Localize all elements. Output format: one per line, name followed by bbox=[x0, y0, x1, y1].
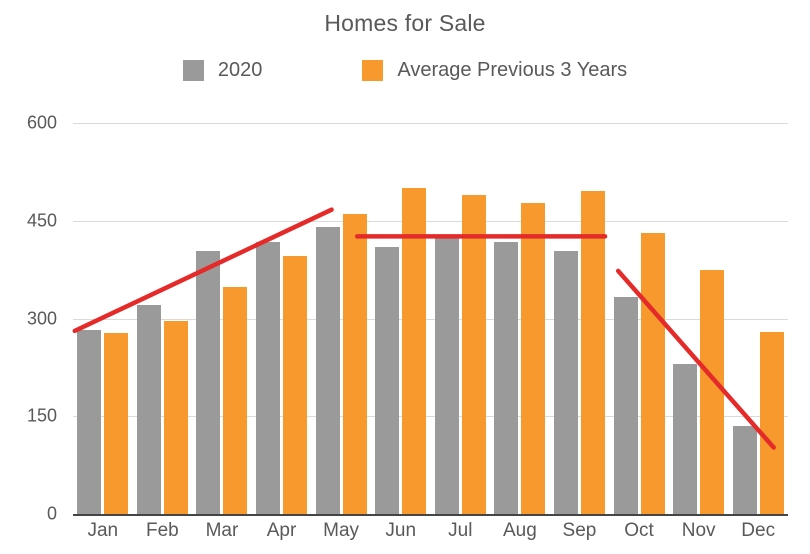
bar-average-previous-3-years-aug bbox=[521, 203, 546, 514]
gridline bbox=[73, 220, 788, 222]
x-tick-label-aug: Aug bbox=[502, 520, 537, 541]
x-tick-label-oct: Oct bbox=[624, 520, 654, 541]
bar-average-previous-3-years-feb bbox=[163, 321, 188, 514]
legend-item-average-previous-3-years: Average Previous 3 Years bbox=[362, 59, 627, 82]
trend-line bbox=[615, 268, 776, 450]
bar-average-previous-3-years-jul bbox=[461, 194, 486, 514]
bar-2020-aug bbox=[494, 241, 519, 514]
bar-2020-apr bbox=[256, 242, 281, 514]
bar-average-previous-3-years-may bbox=[342, 214, 367, 514]
bar-2020-nov bbox=[673, 364, 698, 514]
x-axis-labels: Jan Feb Mar Apr May Jun Jul Aug Sep Oct Nov Dec bbox=[73, 520, 788, 548]
y-tick-label: 150 bbox=[26, 405, 57, 426]
bar-average-previous-3-years-oct bbox=[640, 233, 665, 514]
x-tick-label-jul: Jul bbox=[448, 520, 473, 541]
trend-line bbox=[72, 207, 334, 334]
bar-2020-dec bbox=[732, 426, 757, 514]
legend-swatch bbox=[362, 60, 384, 81]
bar-2020-jun bbox=[375, 246, 400, 514]
bar-2020-sep bbox=[553, 250, 578, 514]
bar-average-previous-3-years-dec bbox=[759, 332, 784, 514]
chart-title: Homes for Sale bbox=[324, 10, 486, 36]
bar-2020-jul bbox=[434, 238, 459, 514]
bar-average-previous-3-years-mar bbox=[223, 286, 248, 514]
legend-label: 2020 bbox=[217, 59, 263, 81]
x-tick-label-jun: Jun bbox=[385, 520, 417, 541]
bar-average-previous-3-years-sep bbox=[580, 190, 605, 514]
legend-swatch bbox=[182, 60, 204, 81]
legend-item-2020: 2020 bbox=[182, 59, 263, 82]
legend-label: Average Previous 3 Years bbox=[397, 59, 628, 81]
gridline bbox=[73, 123, 788, 124]
bar-2020-jan bbox=[77, 329, 102, 514]
x-tick-label-may: May bbox=[323, 520, 360, 541]
x-tick-label-sep: Sep bbox=[562, 520, 597, 541]
y-tick-label: 300 bbox=[26, 308, 57, 328]
gridline bbox=[73, 318, 788, 320]
y-tick-label: 600 bbox=[26, 112, 57, 133]
bar-2020-feb bbox=[136, 304, 161, 514]
x-tick-label-feb: Feb bbox=[145, 520, 179, 541]
y-axis-labels: 0 150 300 450 600 bbox=[0, 113, 57, 524]
bar-average-previous-3-years-jun bbox=[402, 188, 427, 514]
y-tick-label: 0 bbox=[46, 503, 57, 524]
bar-average-previous-3-years-jan bbox=[104, 332, 129, 514]
x-tick-label-apr: Apr bbox=[266, 520, 297, 541]
x-tick-label-nov: Nov bbox=[681, 520, 716, 541]
bar-2020-mar bbox=[196, 251, 221, 514]
trend-lines-overlay bbox=[72, 207, 776, 450]
bar-average-previous-3-years-apr bbox=[283, 255, 308, 514]
bar-2020-may bbox=[315, 227, 340, 514]
x-tick-label-mar: Mar bbox=[205, 520, 239, 541]
x-tick-label-jan: Jan bbox=[87, 520, 119, 541]
plot-area bbox=[72, 123, 788, 516]
bar-average-previous-3-years-nov bbox=[700, 270, 725, 514]
bar-2020-oct bbox=[613, 297, 638, 514]
x-tick-label-dec: Dec bbox=[741, 520, 776, 541]
legend: 2020 Average Previous 3 Years bbox=[0, 59, 810, 82]
y-tick-label: 450 bbox=[26, 210, 57, 231]
gridline bbox=[73, 416, 788, 418]
